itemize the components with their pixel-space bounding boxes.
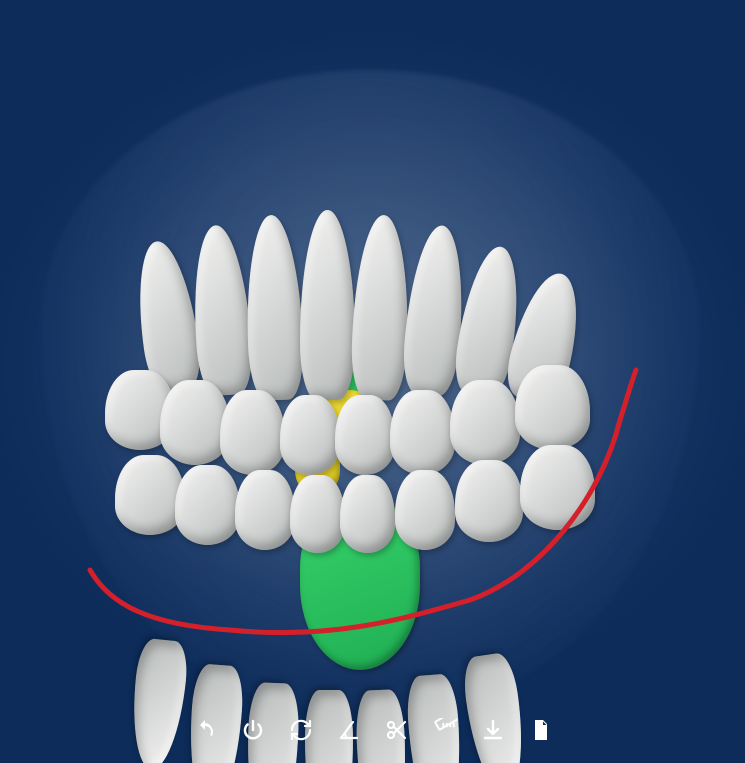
power-icon: [241, 718, 265, 747]
angle-icon: [337, 718, 361, 747]
viewer-toolbar: [0, 719, 745, 745]
measure-button[interactable]: [432, 719, 458, 745]
cut-button[interactable]: [384, 719, 410, 745]
rotate-button[interactable]: [288, 719, 314, 745]
tooth-lower-root: [185, 663, 245, 763]
viewport-3d[interactable]: [0, 0, 745, 763]
tooth-lower: [290, 475, 345, 553]
tooth-lower: [340, 475, 395, 553]
rotate-icon: [289, 718, 313, 747]
undo-button[interactable]: [192, 719, 218, 745]
tooth-upper: [160, 380, 230, 465]
document-icon: [529, 718, 553, 747]
tooth-lower: [235, 470, 295, 550]
angle-button[interactable]: [336, 719, 362, 745]
tooth-lower: [520, 445, 595, 530]
tooth-lower: [115, 455, 185, 535]
undo-icon: [193, 718, 217, 747]
tooth-upper: [335, 395, 395, 475]
export-button[interactable]: [480, 719, 506, 745]
tooth-lower: [395, 470, 455, 550]
tooth-upper: [515, 365, 590, 450]
tooth-lower: [175, 465, 240, 545]
tooth-upper: [220, 390, 285, 475]
download-icon: [481, 718, 505, 747]
tooth-lower: [455, 460, 523, 542]
ruler-icon: [433, 718, 457, 747]
report-button[interactable]: [528, 719, 554, 745]
tooth-upper: [280, 395, 340, 475]
power-button[interactable]: [240, 719, 266, 745]
scissors-icon: [385, 718, 409, 747]
tooth-upper: [390, 390, 455, 475]
tooth-upper: [450, 380, 520, 465]
